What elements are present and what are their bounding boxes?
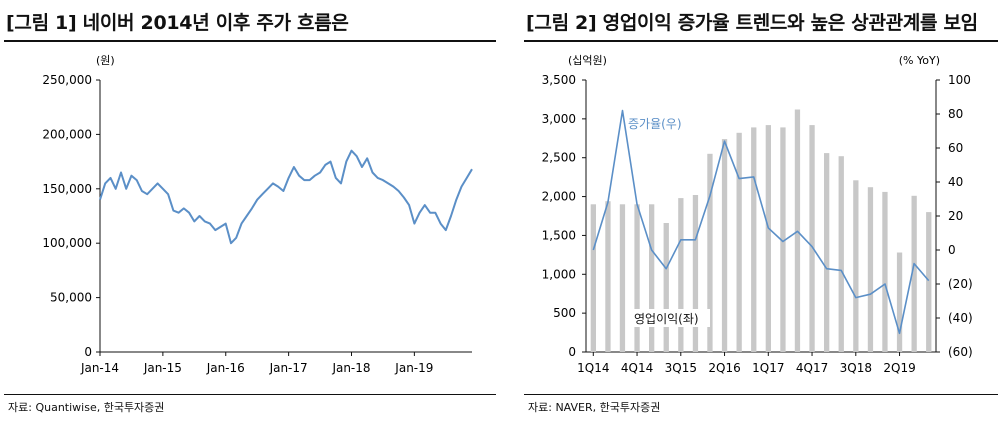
bar-3Q14 xyxy=(619,204,626,352)
bar-2Q19 xyxy=(896,252,903,352)
bar-4Q19 xyxy=(926,212,932,352)
right-axis-unit: (% YoY) xyxy=(899,54,940,67)
bar-1Q15 xyxy=(649,204,655,352)
bar-1Q16 xyxy=(707,153,713,352)
bar-2Q14 xyxy=(605,201,611,352)
bar-3Q16 xyxy=(736,132,742,352)
x-tick-label: Jan-17 xyxy=(269,361,308,375)
bar-4Q16 xyxy=(751,127,757,353)
bar-4Q18 xyxy=(867,187,874,352)
y-axis-unit: (원) xyxy=(96,54,115,67)
y-tick-label: 200,000 xyxy=(42,127,92,141)
left-y-tick-label: 3,500 xyxy=(542,73,576,87)
right-y-tick-label: 40 xyxy=(948,175,963,189)
bar-1Q17 xyxy=(765,125,771,352)
x-tick-label: 3Q15 xyxy=(665,361,697,375)
left-y-tick-label: 2,000 xyxy=(542,190,576,204)
bar-2Q17 xyxy=(780,127,786,353)
figure-1-title: [그림 1] 네이버 2014년 이후 주가 흐름은 xyxy=(6,12,349,34)
bar-2Q18 xyxy=(838,156,844,352)
bar-1Q19 xyxy=(882,191,888,352)
left-y-tick-label: 2,500 xyxy=(542,151,576,165)
bar-series-label: 영업이익(좌) xyxy=(634,312,699,326)
x-tick-label: 3Q18 xyxy=(840,361,872,375)
left-y-tick-label: 1,000 xyxy=(542,267,576,281)
operating-profit-chart: (십억원) (% YoY) 0 500 1,000 1,500 2,000 2,500 3,00… xyxy=(542,54,973,375)
right-y-tick-label: (20) xyxy=(948,277,973,291)
x-tick-label: 1Q14 xyxy=(577,361,609,375)
x-tick-label: Jan-16 xyxy=(206,361,245,375)
x-tick-label: 2Q16 xyxy=(708,361,740,375)
right-y-tick-label: 0 xyxy=(948,243,956,257)
right-y-tick-label: 100 xyxy=(948,73,971,87)
left-y-tick-label: 0 xyxy=(568,345,576,359)
right-y-tick-label: 80 xyxy=(948,107,963,121)
x-tick-label: 1Q17 xyxy=(752,361,784,375)
left-y-tick-label: 3,000 xyxy=(542,112,576,126)
x-tick-label: Jan-18 xyxy=(331,361,370,375)
x-tick-label: 2Q19 xyxy=(883,361,915,375)
price-line xyxy=(99,149,473,245)
bar-4Q15 xyxy=(692,195,699,352)
growth-series-label: 증가율(우) xyxy=(628,117,682,131)
bar-2Q15 xyxy=(663,223,669,352)
figure-2-source: 자료: NAVER, 한국투자증권 xyxy=(528,401,661,414)
bar-1Q14 xyxy=(590,204,596,352)
right-y-tick-label: 60 xyxy=(948,141,963,155)
figure-2-panel: [그림 2] 영업이익 증가율 트렌드와 높은 상관관계를 보임 (십억원) (%… xyxy=(520,0,1002,422)
figure-1-source: 자료: Quantiwise, 한국투자증권 xyxy=(8,401,165,414)
left-axis-unit: (십억원) xyxy=(568,54,607,67)
stock-price-chart: (원) 0 50,000 100,000 150,000 200,000 250,000 Ja… xyxy=(42,54,473,375)
bar-label-background xyxy=(630,309,710,327)
bar-1Q18 xyxy=(824,153,830,352)
x-tick-label: 4Q17 xyxy=(796,361,828,375)
x-tick-label: 4Q14 xyxy=(621,361,653,375)
left-y-tick-label: 500 xyxy=(553,306,576,320)
bar-4Q14 xyxy=(634,204,640,352)
bar-3Q19 xyxy=(911,195,917,352)
left-y-tick-label: 1,500 xyxy=(542,228,576,242)
source-rule xyxy=(524,394,998,395)
x-tick-label: Jan-19 xyxy=(394,361,433,375)
bar-4Q17 xyxy=(809,125,815,352)
bar-3Q18 xyxy=(853,180,859,352)
source-rule xyxy=(4,394,496,395)
y-tick-label: 100,000 xyxy=(42,236,92,250)
right-y-tick-label: 20 xyxy=(948,209,963,223)
bar-2Q16 xyxy=(721,139,728,352)
y-tick-label: 250,000 xyxy=(42,73,92,87)
bar-3Q15 xyxy=(678,198,684,352)
figure-2-title: [그림 2] 영업이익 증가율 트렌드와 높은 상관관계를 보임 xyxy=(526,12,978,34)
y-tick-label: 0 xyxy=(84,345,92,359)
y-tick-label: 150,000 xyxy=(42,182,92,196)
x-tick-label: Jan-14 xyxy=(80,361,119,375)
growth-line xyxy=(592,109,930,335)
y-tick-label: 50,000 xyxy=(50,291,92,305)
figure-1-panel: [그림 1] 네이버 2014년 이후 주가 흐름은 (원) 0 50,000 100… xyxy=(0,0,500,422)
x-tick-label: Jan-15 xyxy=(143,361,182,375)
right-y-tick-label: (40) xyxy=(948,311,973,325)
right-y-tick-label: (60) xyxy=(948,345,973,359)
title-rule xyxy=(524,40,998,42)
title-rule xyxy=(4,40,496,42)
